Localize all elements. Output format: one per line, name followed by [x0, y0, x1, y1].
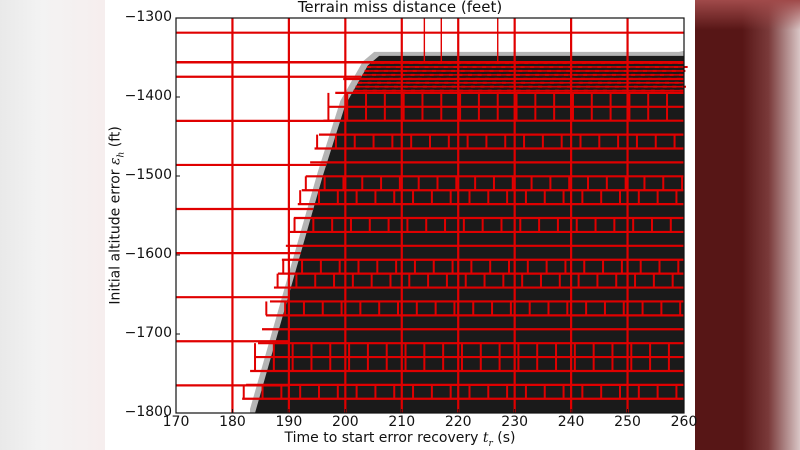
x-tick-label: 210 — [388, 414, 416, 430]
y-tick-label: −1800 — [124, 404, 172, 420]
x-tick-label: 260 — [670, 414, 698, 430]
chart-title: Terrain miss distance (feet) — [297, 0, 503, 16]
x-tick-label: 250 — [614, 414, 641, 430]
x-axis-label: Time to start error recovery tr (s) — [284, 430, 516, 449]
x-tick-label: 180 — [219, 414, 246, 430]
background-left-blur — [0, 0, 105, 450]
x-tick-label: 200 — [331, 414, 359, 430]
y-tick-label: −1700 — [124, 325, 172, 341]
chart-figure: Terrain miss distance (feet) 170 180 190 20… — [105, 0, 697, 450]
axes-frame — [175, 17, 685, 414]
x-tick-label: 240 — [557, 414, 585, 430]
x-tick-label: 230 — [501, 414, 529, 430]
plot-area — [175, 17, 688, 414]
y-tick-label: −1400 — [124, 88, 172, 104]
y-tick-label: −1600 — [124, 246, 172, 262]
y-axis-label: Initial altitude error εh (ft) — [107, 126, 127, 305]
y-tick-label: −1300 — [124, 9, 172, 25]
x-tick-label: 170 — [162, 414, 190, 430]
unsafe-region — [255, 55, 684, 414]
x-tick-label: 190 — [275, 414, 303, 430]
background-right-blur — [695, 0, 800, 450]
y-tick-label: −1500 — [124, 167, 172, 183]
x-tick-label: 220 — [444, 414, 472, 430]
